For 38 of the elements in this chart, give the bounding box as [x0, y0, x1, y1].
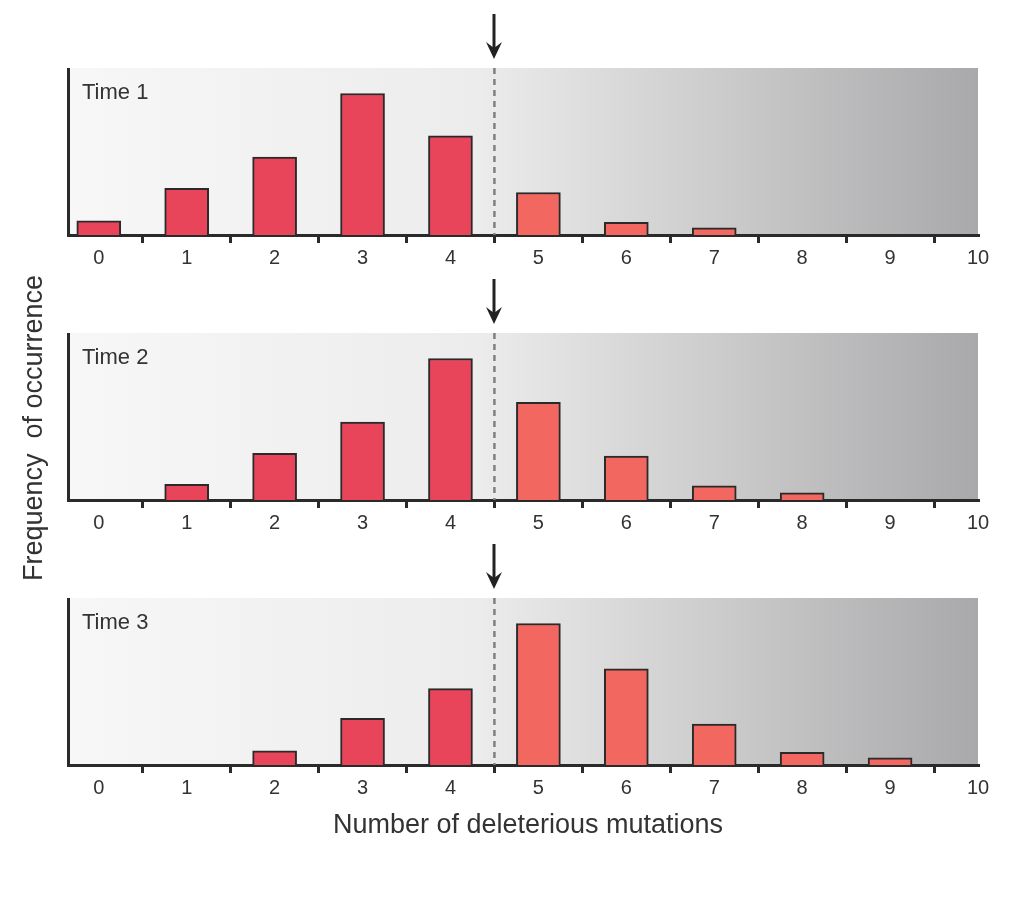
x-tick-label: 6 [620, 245, 632, 268]
x-tick-label: 9 [884, 775, 896, 798]
x-tick-label: 10 [966, 775, 990, 798]
x-tick-label: 10 [966, 510, 990, 533]
x-tick-label: 7 [708, 245, 720, 268]
x-tick-label: 6 [620, 510, 632, 533]
x-tick-label: 4 [444, 775, 457, 798]
x-tick-label: 9 [884, 245, 896, 268]
x-tick-label: 8 [796, 245, 808, 268]
x-tick-label: 7 [708, 510, 720, 533]
x-tick-label: 10 [966, 245, 990, 268]
x-axis-title: Number of deleterious mutations [331, 809, 725, 840]
x-tick-label: 1 [181, 510, 193, 533]
x-tick-label: 4 [444, 245, 457, 268]
x-tick-label: 7 [708, 775, 720, 798]
x-tick-label: 8 [796, 510, 808, 533]
x-tick-label: 5 [532, 245, 544, 268]
x-tick-label: 0 [93, 775, 105, 798]
x-tick-label: 3 [356, 775, 369, 798]
x-tick-label: 1 [181, 245, 193, 268]
chart-title: Time 1 [82, 79, 149, 105]
x-tick-label: 9 [884, 510, 896, 533]
x-tick-label: 0 [93, 245, 105, 268]
y-axis-title: Frequency of occurrence [17, 274, 49, 582]
x-tick-label: 2 [269, 510, 281, 533]
x-tick-label: 6 [620, 775, 632, 798]
chart-title: Time 3 [82, 609, 149, 635]
x-tick-label: 2 [269, 775, 281, 798]
x-tick-label: 2 [269, 245, 281, 268]
chart-title: Time 2 [82, 344, 149, 370]
x-tick-label: 0 [93, 510, 105, 533]
x-tick-label: 5 [532, 775, 544, 798]
x-tick-label: 4 [444, 510, 457, 533]
x-tick-label: 1 [181, 775, 193, 798]
x-tick-label: 8 [796, 775, 808, 798]
x-tick-label: 3 [356, 245, 369, 268]
x-tick-label: 5 [532, 510, 544, 533]
x-tick-label: 3 [356, 510, 369, 533]
